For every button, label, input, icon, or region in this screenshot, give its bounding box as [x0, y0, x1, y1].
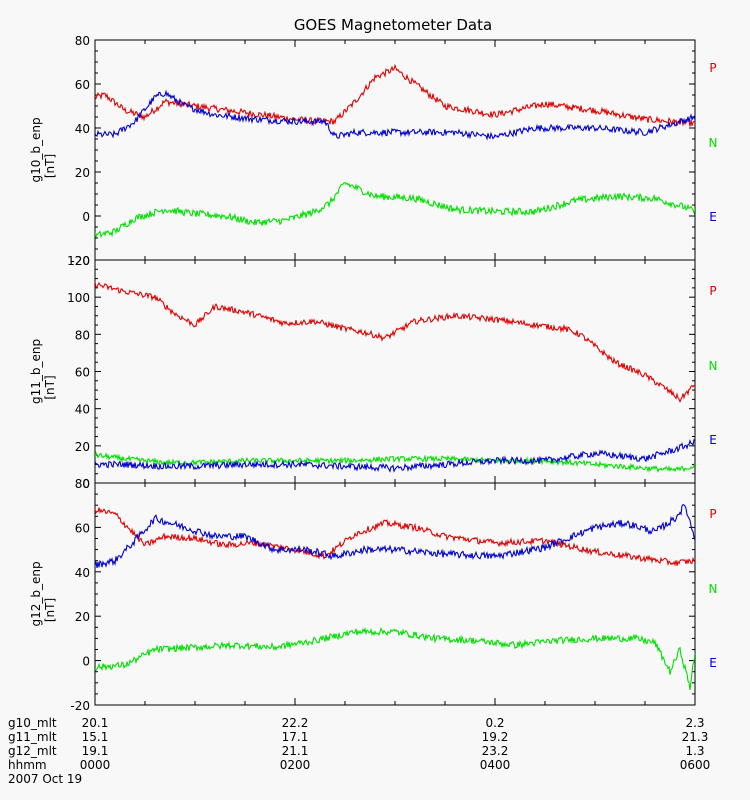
y-axis-units: [nT] — [43, 154, 57, 178]
y-tick-label: 20 — [75, 440, 90, 454]
series-line-n — [95, 182, 695, 239]
footer-value: 0000 — [80, 758, 111, 772]
y-tick-label: 0 — [82, 655, 90, 669]
y-tick-label: 60 — [75, 366, 90, 380]
series-line-p — [95, 63, 695, 127]
footer-row-label: g11_mlt — [8, 730, 57, 744]
panel-2: 0 20 40 60 80 100 120 g11_b_enp [nT] P N E — [29, 254, 717, 491]
panel-3: -20 0 20 40 60 80 g12_b_enp [nT] P N E — [29, 477, 717, 713]
series-line-p — [95, 281, 695, 404]
y-tick-label: -20 — [70, 254, 90, 268]
footer-value: 17.1 — [282, 730, 309, 744]
y-tick-label: 0 — [82, 477, 90, 491]
legend-label-n: N — [709, 359, 718, 373]
y-axis-label: g11_b_enp — [29, 339, 43, 404]
y-tick-label: 60 — [75, 78, 90, 92]
y-axis-units: [nT] — [43, 598, 57, 622]
footer-row-label: g10_mlt — [8, 716, 57, 730]
legend-label-n: N — [709, 136, 718, 150]
y-tick-label: 100 — [67, 291, 90, 305]
footer-value: 19.2 — [482, 730, 509, 744]
y-tick-label: 60 — [75, 521, 90, 535]
series-line-e — [95, 439, 695, 473]
y-axis-units: [nT] — [43, 375, 57, 399]
footer-value: 15.1 — [82, 730, 109, 744]
y-tick-label: 80 — [75, 34, 90, 48]
y-tick-label: 40 — [75, 566, 90, 580]
footer-row-label: hhmm — [8, 758, 47, 772]
legend-label-e: E — [709, 210, 717, 224]
y-tick-label: 120 — [67, 254, 90, 268]
panel-1: -20 0 20 40 60 80 g10_b_enp [nT] P N E — [29, 34, 717, 268]
legend-label-n: N — [709, 582, 718, 596]
footer-value: 21.1 — [282, 744, 309, 758]
footer-value: 1.3 — [685, 744, 704, 758]
footer-value: 20.1 — [82, 716, 109, 730]
footer-row-label: g12_mlt — [8, 744, 57, 758]
x-footer: g10_mlt 20.1 22.2 0.2 2.3 g11_mlt 15.1 17.1 19.2… — [8, 716, 710, 786]
y-axis-label: g10_b_enp — [29, 117, 43, 182]
footer-value: 0600 — [680, 758, 711, 772]
legend-label-p: P — [709, 284, 716, 298]
chart-title: GOES Magnetometer Data — [294, 16, 492, 34]
y-axis-label: g12_b_enp — [29, 561, 43, 626]
footer-value: 0400 — [480, 758, 511, 772]
series-line-e — [95, 89, 695, 141]
panel-frame — [94, 259, 696, 484]
footer-value: 2.3 — [685, 716, 704, 730]
panel-frame — [94, 39, 696, 261]
series-line-n — [95, 451, 695, 473]
footer-value: 21.3 — [682, 730, 709, 744]
y-tick-label: 20 — [75, 610, 90, 624]
y-tick-label: 20 — [75, 166, 90, 180]
y-tick-label: 0 — [82, 210, 90, 224]
legend-label-p: P — [709, 507, 716, 521]
footer-value: 19.1 — [82, 744, 109, 758]
legend-label-e: E — [709, 656, 717, 670]
y-tick-label: 80 — [75, 477, 90, 491]
panel-frame — [94, 482, 696, 706]
footer-value: 22.2 — [282, 716, 309, 730]
y-tick-label: 40 — [75, 122, 90, 136]
footer-date: 2007 Oct 19 — [8, 772, 82, 786]
series-line-e — [95, 503, 695, 568]
y-tick-label: 80 — [75, 328, 90, 342]
series-line-n — [95, 626, 695, 690]
footer-value: 0.2 — [485, 716, 504, 730]
footer-value: 0200 — [280, 758, 311, 772]
legend-label-e: E — [709, 433, 717, 447]
legend-label-p: P — [709, 61, 716, 75]
y-tick-label: 40 — [75, 403, 90, 417]
y-tick-label: -20 — [70, 699, 90, 713]
footer-value: 23.2 — [482, 744, 509, 758]
series-line-p — [95, 507, 695, 567]
